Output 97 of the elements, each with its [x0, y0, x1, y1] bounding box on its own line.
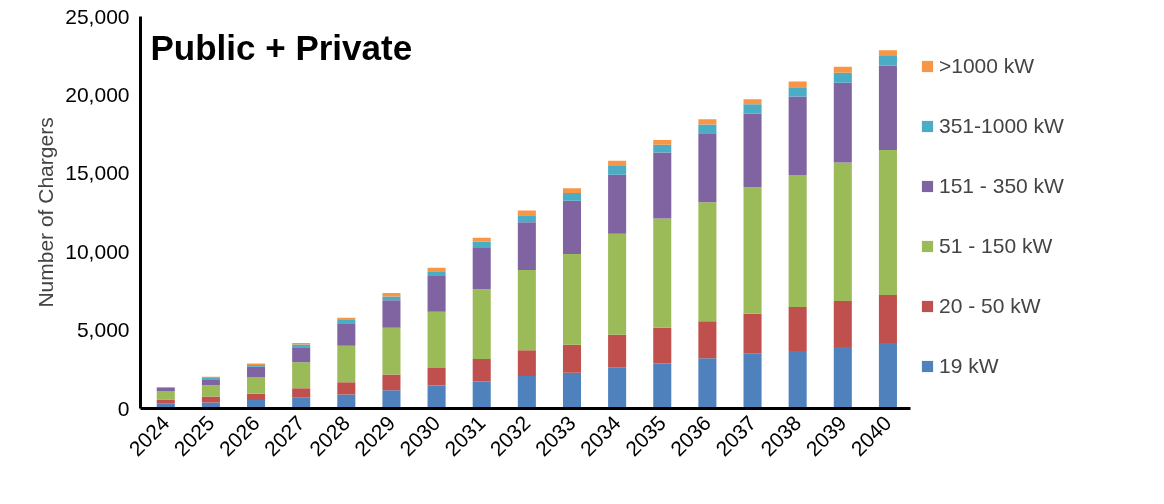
bar — [653, 152, 672, 219]
bar — [788, 306, 807, 351]
legend-label: 20 - 50 kW — [939, 294, 1041, 318]
bar — [247, 366, 266, 377]
bar — [833, 66, 852, 73]
bar — [698, 119, 717, 125]
bar — [562, 254, 582, 345]
legend-label: 151 - 350 kW — [939, 174, 1064, 198]
bar — [698, 358, 717, 409]
y-tick-label: 5,000 — [76, 318, 130, 342]
bar — [337, 394, 356, 409]
bar — [292, 347, 311, 363]
bar — [517, 350, 536, 377]
bar — [292, 388, 311, 398]
bar — [562, 372, 582, 409]
bar — [292, 362, 311, 389]
bar — [698, 124, 717, 134]
bar — [382, 374, 401, 391]
bar — [472, 237, 491, 242]
bar — [608, 160, 627, 166]
bar — [653, 144, 672, 153]
bar — [427, 276, 446, 312]
bar — [878, 56, 897, 66]
bar — [608, 334, 627, 368]
bar — [833, 301, 852, 348]
y-tick-label: 10,000 — [65, 239, 130, 263]
bar — [878, 149, 897, 295]
bar — [472, 289, 491, 359]
bar — [156, 387, 175, 392]
bar — [833, 72, 852, 83]
bar — [743, 313, 762, 354]
legend-label: 351-1000 kW — [939, 114, 1064, 138]
bar — [382, 300, 401, 328]
legend-label: >1000 kW — [939, 54, 1035, 78]
y-tick-label: 15,000 — [65, 161, 130, 185]
bar — [743, 104, 762, 114]
bar — [427, 385, 446, 409]
bar — [743, 187, 762, 314]
bar — [608, 367, 627, 409]
bar — [337, 382, 356, 395]
bar — [382, 292, 401, 297]
bar — [337, 323, 356, 346]
bar — [788, 175, 807, 307]
bar — [788, 96, 807, 176]
bar — [743, 353, 762, 409]
bar — [743, 113, 762, 188]
bar — [427, 271, 446, 276]
bar — [472, 248, 491, 290]
bar — [608, 174, 627, 234]
bar — [472, 358, 491, 382]
bar — [833, 347, 852, 409]
y-axis-title: Number of Chargers — [34, 117, 58, 308]
bar — [201, 379, 220, 386]
bar — [562, 193, 582, 201]
bar — [653, 218, 672, 328]
bar — [833, 82, 852, 163]
legend-label: 51 - 150 kW — [939, 234, 1053, 258]
bar — [878, 65, 897, 150]
bar — [788, 81, 807, 88]
bar — [472, 381, 491, 409]
bar — [247, 376, 266, 394]
bar — [201, 385, 220, 397]
bar — [698, 133, 717, 203]
bar — [743, 99, 762, 105]
bar — [878, 294, 897, 344]
bar — [247, 393, 266, 401]
y-tick-label: 0 — [117, 396, 130, 420]
bar — [427, 368, 446, 386]
bar — [878, 50, 897, 57]
bar — [653, 363, 672, 409]
bar — [788, 87, 807, 97]
bar — [788, 350, 807, 409]
bar — [698, 321, 717, 359]
bar — [698, 202, 717, 322]
bar — [562, 200, 582, 255]
bar — [517, 376, 536, 409]
bar — [517, 269, 536, 351]
bar — [517, 222, 536, 270]
bar — [562, 344, 582, 373]
bar — [653, 327, 672, 364]
bar — [608, 233, 627, 335]
bar — [562, 188, 582, 194]
y-tick-label: 25,000 — [65, 4, 130, 28]
bar — [878, 343, 897, 409]
y-tick-label: 20,000 — [65, 82, 130, 106]
bar — [517, 215, 536, 223]
bar — [608, 165, 627, 175]
bar — [382, 327, 401, 375]
legend-label: 19 kW — [939, 354, 999, 378]
bar — [472, 241, 491, 249]
chart-title: Public + Private — [150, 27, 413, 67]
bar — [382, 390, 401, 409]
bar — [653, 139, 672, 145]
bar — [427, 311, 446, 369]
bar — [156, 391, 175, 400]
bar — [833, 162, 852, 302]
bar — [337, 345, 356, 383]
